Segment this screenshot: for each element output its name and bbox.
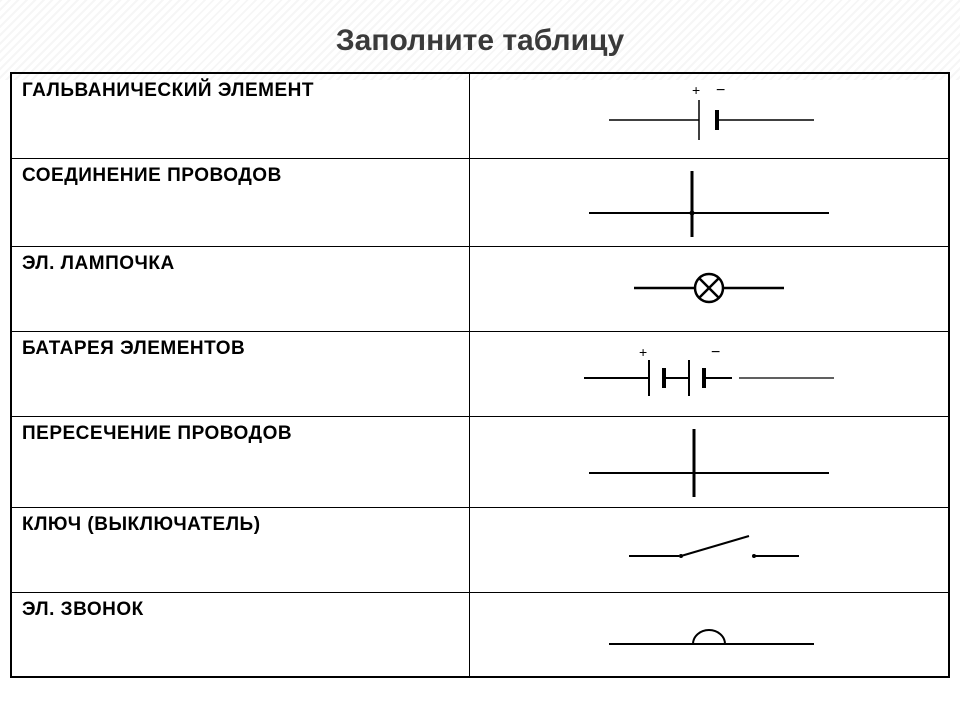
symbol-galvanic-cell: + − [470, 73, 949, 158]
symbol-wire-connection [470, 158, 949, 246]
symbol-bell [470, 592, 949, 677]
minus-label: − [711, 344, 720, 361]
row-label: ГАЛЬВАНИЧЕСКИЙ ЭЛЕМЕНТ [11, 73, 470, 158]
row-label: ЭЛ. ЛАМПОЧКА [11, 246, 470, 331]
table-row: ЭЛ. ЛАМПОЧКА [11, 246, 949, 331]
row-label: ПЕРЕСЕЧЕНИЕ ПРОВОДОВ [11, 416, 470, 507]
symbol-lamp [470, 246, 949, 331]
minus-label: − [716, 82, 725, 99]
table-row: БАТАРЕЯ ЭЛЕМЕНТОВ + − [11, 331, 949, 416]
plus-label: + [639, 344, 647, 360]
row-label: СОЕДИНЕНИЕ ПРОВОДОВ [11, 158, 470, 246]
row-label: БАТАРЕЯ ЭЛЕМЕНТОВ [11, 331, 470, 416]
table-row: ЭЛ. ЗВОНОК [11, 592, 949, 677]
symbol-switch [470, 507, 949, 592]
table-row: ГАЛЬВАНИЧЕСКИЙ ЭЛЕМЕНТ + − [11, 73, 949, 158]
plus-label: + [692, 82, 700, 98]
table-row: ПЕРЕСЕЧЕНИЕ ПРОВОДОВ [11, 416, 949, 507]
row-label: ЭЛ. ЗВОНОК [11, 592, 470, 677]
row-label: КЛЮЧ (ВЫКЛЮЧАТЕЛЬ) [11, 507, 470, 592]
symbol-battery: + − [470, 331, 949, 416]
table-row: СОЕДИНЕНИЕ ПРОВОДОВ [11, 158, 949, 246]
symbol-wire-crossing [470, 416, 949, 507]
symbols-table: ГАЛЬВАНИЧЕСКИЙ ЭЛЕМЕНТ + − СОЕДИНЕНИЕ ПР… [10, 72, 950, 678]
table-row: КЛЮЧ (ВЫКЛЮЧАТЕЛЬ) [11, 507, 949, 592]
page-title: Заполните таблицу [0, 24, 960, 58]
